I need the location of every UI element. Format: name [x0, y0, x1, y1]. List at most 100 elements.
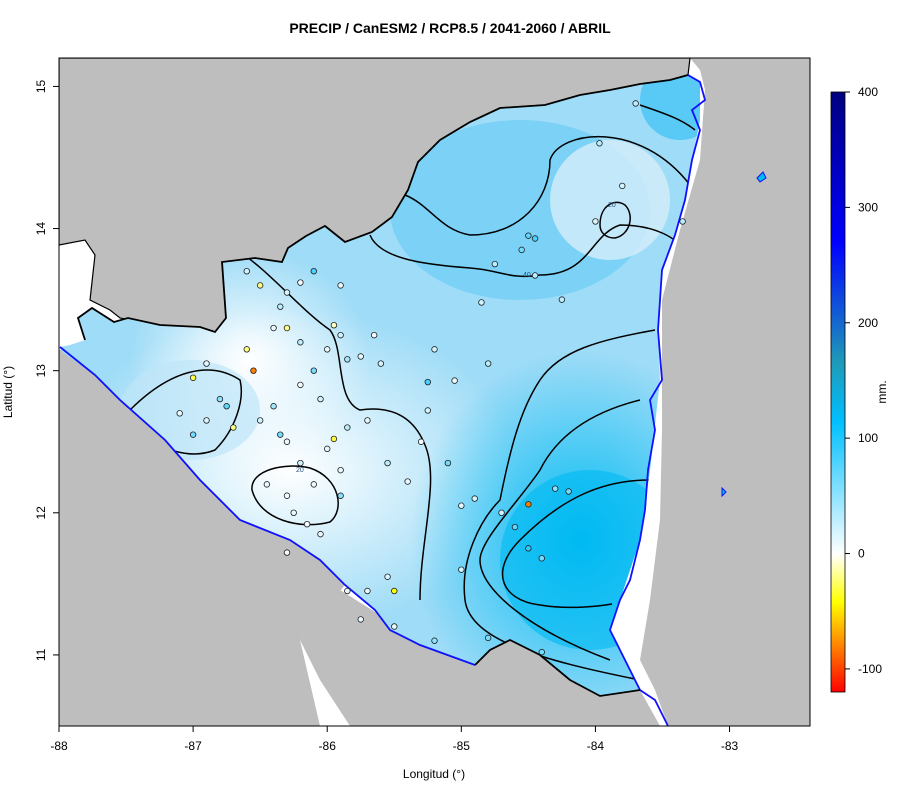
- station-marker: [538, 648, 545, 656]
- x-tick-label: -86: [319, 739, 337, 753]
- station-marker: [424, 378, 431, 386]
- neighbor-land-west: [59, 348, 345, 726]
- station-marker: [283, 324, 291, 332]
- x-tick-label: -88: [50, 739, 68, 753]
- station-marker: [384, 459, 391, 467]
- contour-label-1: 20: [296, 467, 304, 474]
- station-marker: [317, 395, 324, 403]
- station-marker: [391, 587, 398, 595]
- station-marker: [270, 403, 277, 410]
- x-axis: -88 -87 -86 -85 -84 -83: [50, 726, 739, 753]
- contour-label-2: 40: [523, 272, 531, 279]
- station-marker: [277, 303, 284, 310]
- contour-lines: [129, 104, 696, 681]
- station-marker: [243, 267, 250, 275]
- colorbar-tick-label: 200: [858, 316, 878, 330]
- station-marker: [596, 140, 603, 147]
- station-marker: [330, 322, 338, 329]
- contour-label-3: 20: [608, 202, 616, 209]
- coastline: [609, 74, 707, 727]
- station-marker: [176, 410, 183, 417]
- station-marker: [283, 289, 291, 296]
- station-marker: [531, 272, 539, 279]
- x-tick-label: -83: [721, 739, 739, 753]
- station-marker: [203, 360, 210, 367]
- station-marker: [303, 520, 311, 528]
- x-tick-label: -84: [587, 739, 605, 753]
- station-marker: [283, 438, 291, 445]
- station-marker: [297, 279, 304, 286]
- station-marker: [344, 587, 351, 595]
- contour-labels: 20 40 20: [296, 202, 616, 474]
- station-marker: [337, 282, 344, 289]
- station-marker: [297, 339, 304, 346]
- station-marker: [478, 299, 485, 306]
- station-marker: [538, 555, 545, 562]
- station-marker: [324, 445, 331, 453]
- field-ne-low: [550, 140, 670, 260]
- station-marker: [189, 431, 197, 438]
- station-marker: [344, 424, 351, 431]
- station-marker: [679, 218, 686, 225]
- colorbar-axis: -100 0 100 200 300 400: [845, 85, 882, 676]
- station-marker: [498, 509, 505, 517]
- station-marker: [551, 485, 559, 492]
- station-marker: [417, 438, 425, 445]
- pacific-coastline: [59, 346, 476, 666]
- station-marker: [357, 353, 364, 360]
- colorbar-tick-label: -100: [858, 662, 882, 676]
- station-marker: [256, 417, 264, 424]
- station-marker: [384, 573, 391, 580]
- station-marker: [337, 466, 344, 474]
- colorbar: [830, 91, 846, 693]
- colorbar-tick-label: 400: [858, 85, 878, 99]
- station-marker: [458, 502, 465, 509]
- x-tick-label: -87: [184, 739, 202, 753]
- station-marker: [451, 377, 458, 384]
- station-marker: [216, 395, 224, 403]
- x-tick-label: -85: [453, 739, 471, 753]
- y-axis-label: Latitud (°): [1, 366, 15, 418]
- y-tick-label: 13: [34, 364, 48, 378]
- station-marker: [364, 587, 371, 595]
- station-marker: [525, 545, 532, 552]
- station-marker: [310, 367, 318, 374]
- station-marker: [337, 331, 344, 339]
- station-marker: [243, 346, 250, 353]
- station-marker: [511, 523, 519, 531]
- station-marker: [619, 182, 626, 190]
- station-marker: [558, 296, 566, 303]
- x-axis-label: Longitud (°): [403, 767, 465, 781]
- station-marker: [310, 267, 318, 275]
- station-marker: [256, 282, 264, 289]
- plot-frame: [58, 57, 811, 727]
- station-marker: [297, 381, 304, 389]
- station-marker: [357, 616, 364, 623]
- station-marker: [283, 549, 291, 556]
- corn-islands: [721, 171, 767, 498]
- station-marker: [263, 481, 271, 488]
- station-marker: [290, 509, 297, 517]
- station-marker: [324, 346, 331, 353]
- station-marker: [565, 488, 572, 495]
- station-marker: [458, 566, 465, 573]
- colorbar-label: mm.: [875, 380, 889, 403]
- y-tick-label: 11: [34, 648, 48, 661]
- chart-title: PRECIP / CanESM2 / RCP8.5 / 2041-2060 / …: [289, 20, 611, 36]
- station-marker: [330, 435, 338, 443]
- station-marker: [337, 492, 344, 499]
- station-marker: [632, 100, 639, 107]
- station-marker: [491, 260, 499, 268]
- station-marker: [364, 417, 371, 424]
- station-marker: [592, 218, 599, 225]
- colorbar-tick-label: 300: [858, 200, 878, 214]
- y-tick-label: 14: [34, 222, 48, 236]
- station-marker: [250, 367, 257, 374]
- station-marker: [203, 417, 210, 424]
- station-marker: [223, 403, 230, 410]
- station-marker: [277, 431, 284, 438]
- country-border: [76, 74, 689, 341]
- station-marker: [370, 331, 378, 339]
- station-marker: [230, 424, 237, 431]
